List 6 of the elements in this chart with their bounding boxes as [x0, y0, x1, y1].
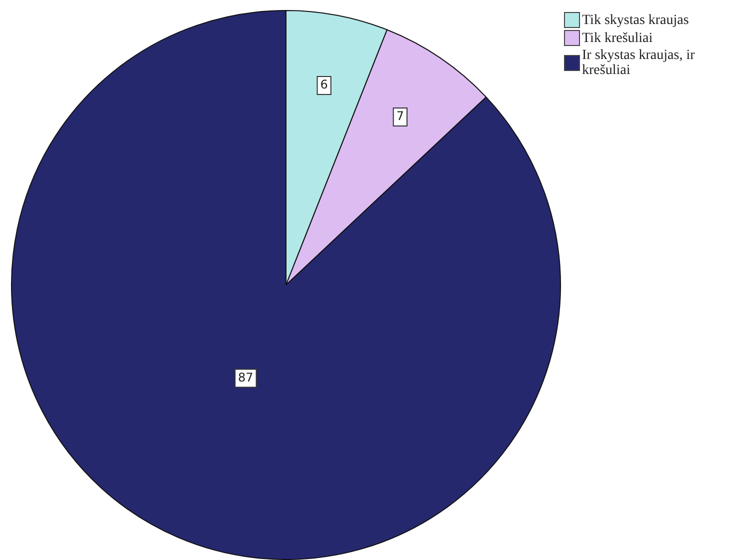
- data-label: 6: [320, 78, 328, 92]
- legend-label: Tik krešuliai: [582, 30, 653, 46]
- data-label: 87: [238, 370, 254, 384]
- data-label: 7: [396, 109, 404, 124]
- legend-label: Tik skystas kraujas: [582, 12, 689, 28]
- slice-label: Ir skystas kraujas, ir krešuliai: [582, 48, 696, 78]
